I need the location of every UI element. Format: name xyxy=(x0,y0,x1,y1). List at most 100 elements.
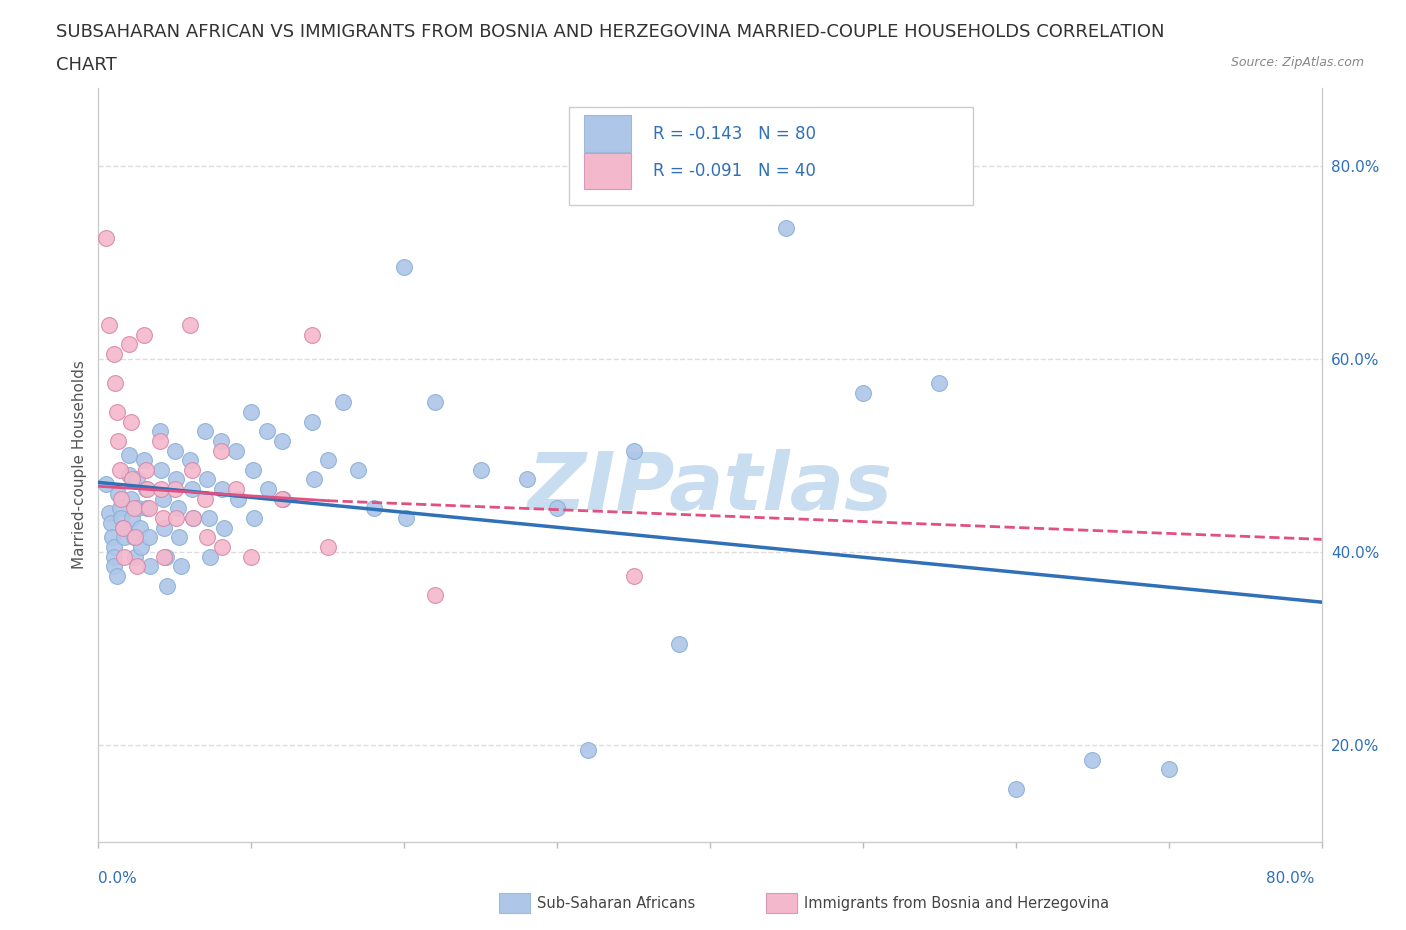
Point xyxy=(98,317,121,332)
Point xyxy=(118,467,141,482)
Point xyxy=(152,511,174,525)
Text: Immigrants from Bosnia and Herzegovina: Immigrants from Bosnia and Herzegovina xyxy=(804,896,1109,910)
Point xyxy=(167,501,190,516)
Point xyxy=(225,443,247,458)
Point xyxy=(928,376,950,391)
Point xyxy=(180,482,202,497)
Point xyxy=(243,511,266,525)
Point xyxy=(155,550,177,565)
Point xyxy=(103,539,125,554)
Point xyxy=(301,327,323,342)
FancyBboxPatch shape xyxy=(583,115,630,152)
Point xyxy=(127,501,149,516)
Text: ZIPatlas: ZIPatlas xyxy=(527,448,893,526)
Point xyxy=(138,501,160,516)
Text: Source: ZipAtlas.com: Source: ZipAtlas.com xyxy=(1230,56,1364,69)
Point xyxy=(668,636,690,651)
Point xyxy=(165,472,187,487)
Point xyxy=(111,521,134,536)
Point xyxy=(347,462,370,477)
Point xyxy=(316,453,339,468)
Point xyxy=(163,443,186,458)
Point xyxy=(195,530,218,545)
Point xyxy=(363,501,385,516)
Text: Sub-Saharan Africans: Sub-Saharan Africans xyxy=(537,896,696,910)
Point xyxy=(103,347,125,362)
Point xyxy=(181,511,204,525)
Point xyxy=(179,317,201,332)
Point xyxy=(118,337,141,352)
Point xyxy=(576,742,599,757)
Point xyxy=(98,506,121,521)
Point xyxy=(180,462,202,477)
Point xyxy=(181,511,204,525)
Point xyxy=(546,501,568,516)
Point xyxy=(170,559,193,574)
Point xyxy=(423,395,446,410)
Point xyxy=(240,550,263,565)
Point xyxy=(108,501,131,516)
Point xyxy=(332,395,354,410)
Point xyxy=(149,433,172,448)
Point xyxy=(806,182,828,197)
Point xyxy=(110,491,132,506)
Point xyxy=(395,511,418,525)
Point xyxy=(1081,752,1104,767)
Point xyxy=(105,405,128,419)
Point xyxy=(94,231,117,246)
Point xyxy=(150,462,173,477)
Point xyxy=(270,433,292,448)
Point xyxy=(516,472,538,487)
Point xyxy=(209,443,232,458)
Point xyxy=(107,433,129,448)
Point xyxy=(211,482,233,497)
Y-axis label: Married-couple Households: Married-couple Households xyxy=(72,361,87,569)
Text: CHART: CHART xyxy=(56,56,117,73)
Point xyxy=(135,462,157,477)
Point xyxy=(152,491,174,506)
Point xyxy=(270,491,292,506)
Point xyxy=(163,482,186,497)
Point xyxy=(136,482,159,497)
Point xyxy=(1157,762,1180,777)
Point xyxy=(179,453,201,468)
Point xyxy=(125,472,148,487)
Point xyxy=(273,491,295,506)
Point xyxy=(423,588,446,603)
Point xyxy=(226,491,249,506)
Point xyxy=(128,521,150,536)
Point xyxy=(118,448,141,463)
Point xyxy=(194,424,217,439)
Point xyxy=(225,482,247,497)
Text: 80.0%: 80.0% xyxy=(1267,871,1315,886)
Text: R = -0.143   N = 80: R = -0.143 N = 80 xyxy=(652,125,815,142)
Point xyxy=(775,221,797,236)
Point xyxy=(149,424,172,439)
Point xyxy=(112,530,135,545)
Point xyxy=(209,433,232,448)
Text: SUBSAHARAN AFRICAN VS IMMIGRANTS FROM BOSNIA AND HERZEGOVINA MARRIED-COUPLE HOUS: SUBSAHARAN AFRICAN VS IMMIGRANTS FROM BO… xyxy=(56,23,1164,41)
Point xyxy=(211,539,233,554)
Point xyxy=(121,472,143,487)
Point xyxy=(1004,781,1026,796)
Point xyxy=(470,462,492,477)
Point xyxy=(139,559,162,574)
Point xyxy=(169,530,191,545)
Point xyxy=(122,530,145,545)
Point xyxy=(256,424,278,439)
Point xyxy=(156,578,179,593)
Point xyxy=(103,559,125,574)
Point xyxy=(153,550,176,565)
Point xyxy=(153,521,176,536)
Point xyxy=(623,568,645,583)
Point xyxy=(122,501,145,516)
Point xyxy=(198,550,221,565)
Point xyxy=(108,462,131,477)
Point xyxy=(195,472,218,487)
Point xyxy=(124,550,146,565)
Point xyxy=(103,550,125,565)
Text: R = -0.091   N = 40: R = -0.091 N = 40 xyxy=(652,162,815,180)
Point xyxy=(135,482,157,497)
Point xyxy=(134,327,156,342)
Point xyxy=(120,414,142,429)
